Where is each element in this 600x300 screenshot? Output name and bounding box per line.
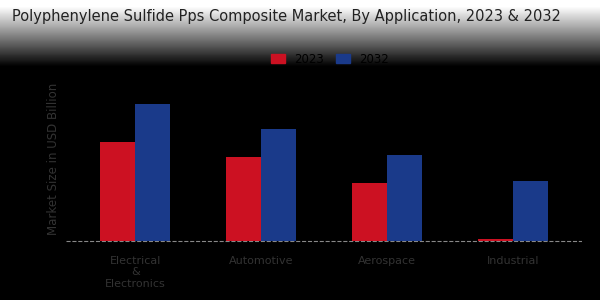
Bar [261,129,296,241]
Bar [513,181,548,241]
Text: Polyphenylene Sulfide Pps Composite Market, By Application, 2023 & 2032: Polyphenylene Sulfide Pps Composite Mark… [12,9,561,24]
Bar [352,183,387,241]
Bar [100,142,135,241]
Bar [135,103,170,241]
Bar [226,157,261,241]
Y-axis label: Market Size in USD Billion: Market Size in USD Billion [47,83,61,235]
Bar [478,239,513,241]
Text: 0.85: 0.85 [104,130,131,140]
Bar [387,155,422,241]
Legend: 2023, 2032: 2023, 2032 [266,48,394,70]
